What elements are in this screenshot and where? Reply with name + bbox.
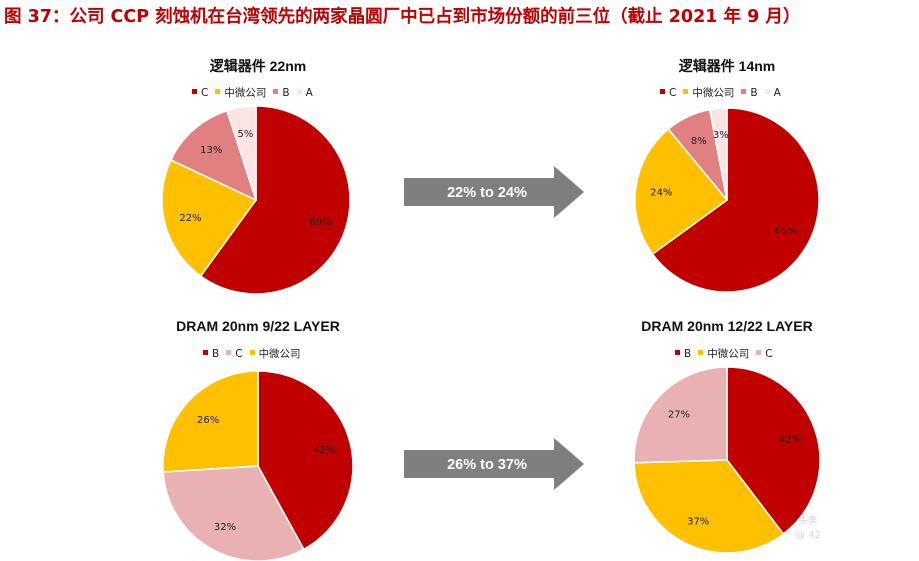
slice-label: 42%: [313, 445, 335, 456]
change-arrow: 22% to 24%: [404, 166, 584, 218]
pie-slice: [634, 128, 729, 256]
legend-label: B: [684, 348, 692, 360]
legend-label: C: [201, 87, 209, 99]
slice-label: 22%: [179, 213, 201, 224]
legend-swatch: [660, 89, 665, 94]
legend-item: C: [226, 348, 243, 360]
pie-slice: [162, 465, 305, 561]
legend-swatch: [741, 89, 747, 94]
legend-swatch: [756, 350, 762, 355]
legend-item: 中微公司: [249, 346, 301, 361]
slice-label: 24%: [650, 188, 672, 199]
slice-label: 5%: [237, 129, 253, 140]
slice-label: 8%: [691, 136, 707, 147]
slice-label: 27%: [668, 409, 690, 420]
slice-label: 13%: [200, 145, 222, 156]
slice-label: 3%: [713, 130, 729, 141]
legend-label: B: [282, 87, 290, 99]
legend-label: 中微公司: [258, 348, 301, 360]
arrow-label: 22% to 24%: [447, 185, 527, 201]
chart-legend: C 中微公司 B A: [192, 85, 320, 100]
slice-label: 26%: [197, 415, 219, 426]
watermark: 头条 @ 42: [785, 515, 831, 543]
legend-label: 中微公司: [707, 348, 750, 360]
arrow-shape: [404, 438, 584, 490]
legend-label: B: [750, 87, 758, 99]
legend-swatch: [698, 350, 704, 355]
legend-swatch: [226, 350, 232, 355]
legend-item: B: [675, 348, 691, 360]
pie-slice: [199, 105, 351, 295]
legend-item: 中微公司: [698, 346, 749, 361]
legend-item: B: [741, 87, 758, 99]
slice-label: 32%: [214, 522, 236, 533]
legend-item: C: [660, 87, 676, 99]
figure-title: 图 37：公司 CCP 刻蚀机在台湾领先的两家晶圆厂中已占到市场份额的前三位（截…: [4, 7, 801, 27]
pie-slice: [633, 366, 728, 464]
legend-item: A: [296, 87, 313, 99]
legend-swatch: [675, 350, 680, 355]
legend-swatch: [683, 89, 689, 94]
arrow-label: 26% to 37%: [447, 457, 527, 473]
pie-slice: [226, 105, 257, 201]
pie-slice: [726, 366, 821, 535]
legend-label: 中微公司: [692, 87, 735, 99]
change-arrow: 26% to 37%: [404, 438, 584, 490]
legend-item: 中微公司: [215, 85, 266, 100]
chart-title: 逻辑器件 22nm: [209, 58, 307, 74]
pie-slice: [169, 109, 258, 202]
pie-slice: [257, 370, 354, 551]
legend-swatch: [764, 89, 770, 94]
legend-label: C: [235, 348, 243, 360]
legend-item: B: [273, 87, 290, 99]
slice-label: 37%: [687, 516, 709, 527]
chart-legend: C 中微公司 B A: [660, 85, 788, 100]
legend-item: C: [192, 87, 208, 99]
chart-title: 逻辑器件 14nm: [678, 58, 776, 74]
legend-swatch: [203, 350, 208, 355]
chart-title: DRAM 20nm 9/22 LAYER: [176, 318, 340, 334]
legend-label: C: [669, 87, 677, 99]
legend-label: 中微公司: [224, 87, 267, 99]
legend-label: A: [773, 87, 781, 99]
legend-swatch: [192, 89, 197, 94]
chart-legend: B 中微公司 C: [675, 346, 780, 361]
legend-label: A: [305, 87, 313, 99]
pie-slice: [708, 107, 728, 201]
watermark-line: @ 42: [795, 530, 821, 541]
slice-label: 65%: [775, 226, 797, 237]
pie-slice: [162, 370, 259, 473]
chart-title: DRAM 20nm 12/22 LAYER: [641, 318, 813, 334]
legend-label: B: [212, 348, 220, 360]
legend-swatch: [215, 89, 221, 94]
legend-item: C: [756, 348, 773, 360]
legend-label: C: [765, 348, 773, 360]
chart-legend: B C 中微公司: [203, 346, 308, 361]
legend-swatch: [273, 89, 279, 94]
slice-label: 42%: [779, 435, 801, 446]
slice-label: 60%: [309, 217, 331, 228]
legend-item: A: [764, 87, 781, 99]
legend-item: 中微公司: [683, 85, 734, 100]
pie-slice: [633, 459, 785, 554]
watermark-line: 头条: [798, 516, 818, 527]
pie-slice: [651, 107, 820, 293]
legend-swatch: [249, 350, 255, 355]
legend-swatch: [296, 89, 302, 94]
arrow-shape: [404, 166, 584, 218]
legend-item: B: [203, 348, 219, 360]
